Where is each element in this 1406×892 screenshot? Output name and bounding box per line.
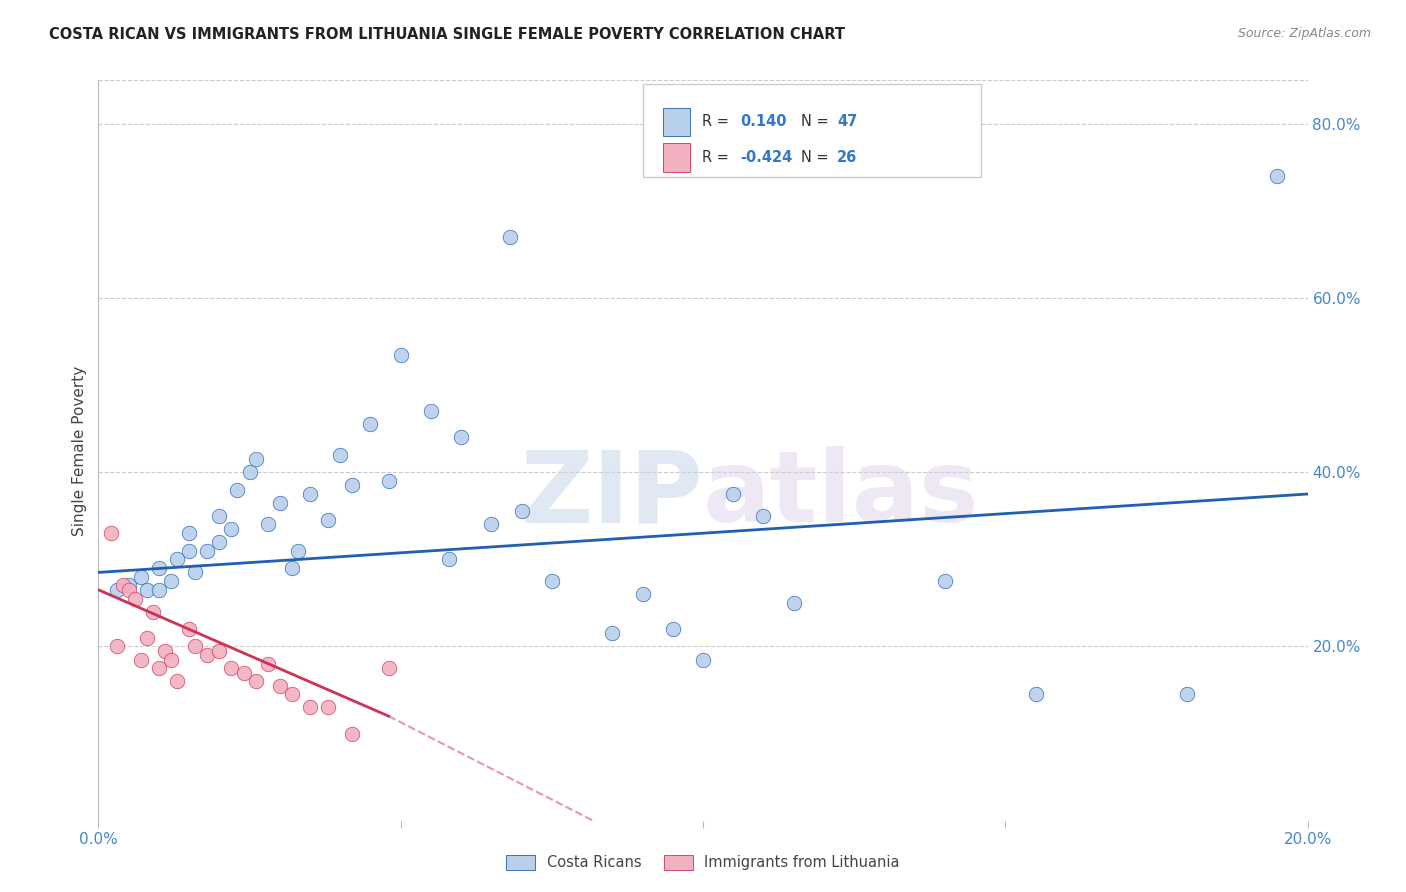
Point [135, 631, 157, 645]
Point [208, 644, 231, 658]
Point [105, 640, 128, 654]
Text: Source: ZipAtlas.com: Source: ZipAtlas.com [1237, 27, 1371, 40]
Point [269, 496, 291, 510]
Point [208, 535, 231, 549]
Point [239, 465, 262, 479]
Text: N =: N = [801, 114, 834, 129]
Y-axis label: Single Female Poverty: Single Female Poverty [72, 366, 87, 535]
Point [360, 417, 382, 432]
Point [450, 430, 472, 444]
Text: COSTA RICAN VS IMMIGRANTS FROM LITHUANIA SINGLE FEMALE POVERTY CORRELATION CHART: COSTA RICAN VS IMMIGRANTS FROM LITHUANIA… [49, 27, 845, 42]
Text: N =: N = [801, 150, 834, 165]
Point [256, 657, 278, 671]
Point [316, 700, 339, 714]
Point [226, 483, 249, 497]
FancyBboxPatch shape [643, 84, 981, 177]
Point [111, 578, 134, 592]
Point [179, 622, 201, 636]
Point [1024, 687, 1046, 701]
Point [692, 652, 714, 666]
Point [142, 605, 165, 619]
Point [179, 526, 201, 541]
Point [256, 517, 278, 532]
Point [148, 661, 170, 675]
Point [342, 726, 364, 740]
Point [783, 596, 806, 610]
Point [166, 674, 188, 689]
Point [166, 552, 188, 566]
Text: -0.424: -0.424 [741, 150, 793, 165]
Point [184, 640, 207, 654]
Point [1267, 169, 1289, 183]
Text: R =: R = [702, 150, 734, 165]
Point [129, 652, 152, 666]
Point [148, 561, 170, 575]
Point [153, 644, 176, 658]
Point [342, 478, 364, 492]
Point [105, 582, 128, 597]
Point [118, 582, 141, 597]
Point [510, 504, 533, 518]
Point [245, 674, 267, 689]
FancyBboxPatch shape [664, 108, 690, 136]
Legend: Costa Ricans, Immigrants from Lithuania: Costa Ricans, Immigrants from Lithuania [501, 849, 905, 876]
Point [195, 648, 218, 662]
Point [160, 574, 183, 588]
Point [602, 626, 624, 640]
Text: R =: R = [702, 114, 734, 129]
Point [420, 404, 443, 418]
Point [299, 700, 322, 714]
Point [934, 574, 956, 588]
Text: ZIP: ZIP [520, 446, 703, 543]
Point [195, 543, 218, 558]
Point [281, 561, 304, 575]
Point [540, 574, 562, 588]
Point [129, 570, 152, 584]
Point [124, 591, 146, 606]
Point [179, 543, 201, 558]
Point [661, 622, 683, 636]
Point [208, 508, 231, 523]
Text: atlas: atlas [703, 446, 980, 543]
Point [316, 513, 339, 527]
FancyBboxPatch shape [664, 144, 690, 171]
Point [329, 448, 352, 462]
Point [389, 348, 412, 362]
Point [281, 687, 304, 701]
Point [631, 587, 654, 601]
Point [299, 487, 322, 501]
Point [269, 679, 291, 693]
Point [723, 487, 745, 501]
Text: 26: 26 [837, 150, 858, 165]
Point [221, 661, 243, 675]
Text: 47: 47 [837, 114, 858, 129]
Point [100, 526, 122, 541]
Text: 0.140: 0.140 [741, 114, 787, 129]
Point [1175, 687, 1198, 701]
Point [752, 508, 775, 523]
Point [160, 652, 183, 666]
Point [377, 661, 399, 675]
Point [377, 474, 399, 488]
Point [148, 582, 170, 597]
Point [481, 517, 503, 532]
Point [437, 552, 460, 566]
Point [287, 543, 309, 558]
Point [184, 566, 207, 580]
Point [221, 522, 243, 536]
Point [118, 578, 141, 592]
Point [245, 452, 267, 467]
Point [135, 582, 157, 597]
Point [232, 665, 254, 680]
Point [498, 230, 520, 244]
